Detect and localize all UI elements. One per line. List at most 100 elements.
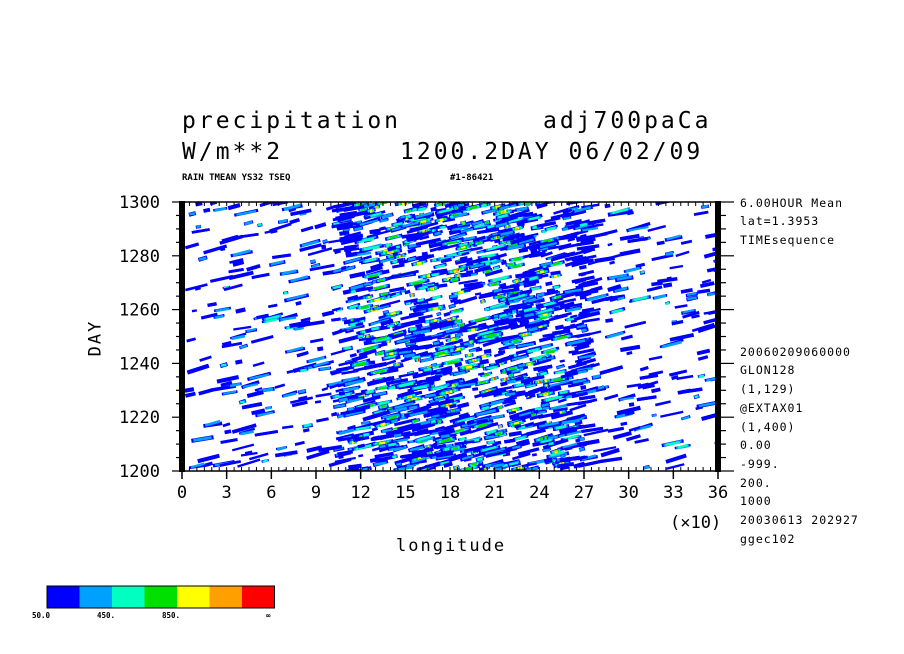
rain-cell — [609, 260, 616, 265]
rain-cell — [578, 264, 587, 270]
rain-cell — [559, 415, 582, 425]
rain-cell — [302, 428, 310, 433]
rain-cell — [391, 454, 398, 459]
rain-cell — [579, 454, 598, 462]
rain-cell — [238, 427, 256, 436]
rain-cell — [655, 400, 671, 407]
rain-cell — [361, 432, 371, 437]
rain-cell — [374, 451, 394, 459]
rain-cell — [628, 402, 635, 407]
rain-cell — [550, 332, 573, 342]
rain-cell — [652, 293, 668, 300]
rain-cell — [378, 444, 397, 453]
rain-cell — [535, 303, 544, 309]
rain-cell — [545, 281, 553, 287]
rain-cell — [560, 371, 579, 379]
rain-cell — [389, 331, 407, 340]
x-tick-label: 21 — [484, 483, 504, 503]
rain-cell — [383, 349, 400, 358]
rain-cell — [410, 417, 421, 424]
rain-cell — [353, 295, 364, 301]
rain-cell — [607, 207, 634, 217]
rain-cell — [365, 266, 383, 274]
rain-cell — [228, 268, 244, 274]
rain-cell — [579, 309, 591, 317]
rain-cell — [290, 208, 312, 217]
rain-cell — [374, 349, 386, 356]
rain-cell — [445, 266, 469, 276]
rain-cell — [503, 232, 525, 241]
rain-cell — [223, 283, 243, 291]
rain-cell — [378, 444, 387, 449]
rain-cell — [550, 410, 574, 420]
rain-cell — [691, 322, 715, 333]
rain-cell — [198, 388, 214, 396]
rain-cell — [510, 322, 530, 330]
rain-cell — [499, 319, 517, 326]
rain-cell — [697, 355, 709, 361]
rain-cell — [552, 424, 570, 432]
rain-cell — [199, 355, 212, 362]
rain-cell — [524, 423, 532, 428]
rain-cell — [520, 374, 545, 384]
rain-cell — [369, 375, 395, 386]
rain-cell — [582, 249, 592, 255]
rain-cell — [508, 430, 522, 437]
rain-cell — [556, 234, 578, 241]
rain-cell — [507, 418, 526, 428]
rain-cell — [310, 263, 321, 268]
rain-cell — [525, 345, 543, 354]
rain-cell — [580, 236, 596, 245]
rain-cell — [493, 208, 514, 216]
rain-cell — [449, 444, 462, 451]
rain-cell — [237, 458, 261, 468]
rain-cell — [618, 393, 636, 402]
rain-cell — [576, 438, 600, 447]
rain-cell — [478, 322, 487, 327]
rain-cell — [595, 229, 618, 238]
rain-cell — [219, 234, 243, 245]
rain-cell — [224, 429, 232, 435]
rain-cell — [517, 447, 540, 456]
rain-cell — [680, 239, 693, 245]
rain-cell — [669, 333, 695, 342]
rain-cell — [340, 237, 362, 246]
rain-cell — [492, 265, 501, 270]
rain-cell — [219, 362, 229, 369]
rain-cell — [252, 361, 265, 367]
rain-cell — [488, 414, 505, 420]
rain-cell — [294, 441, 305, 446]
rain-cell — [562, 286, 584, 295]
rain-cell — [540, 346, 560, 355]
rain-cell — [395, 244, 401, 249]
rain-cell — [343, 204, 367, 212]
rain-cell — [438, 460, 452, 466]
rain-cell — [315, 392, 332, 398]
rain-cell — [544, 216, 561, 224]
rain-cell — [379, 299, 401, 308]
rain-cell — [533, 358, 552, 366]
rain-cell — [522, 311, 537, 318]
rain-cell — [579, 394, 596, 401]
rain-cell — [353, 316, 366, 323]
rain-cell — [331, 329, 342, 336]
rain-cell — [355, 286, 374, 293]
rain-cell — [349, 289, 357, 294]
rain-cell — [360, 257, 380, 265]
rain-cell — [444, 327, 462, 336]
rain-cell — [254, 430, 279, 437]
rain-cell — [439, 237, 465, 247]
rain-cell — [554, 297, 564, 302]
rain-cell — [464, 324, 483, 330]
rain-cell — [619, 233, 640, 241]
rain-cell — [279, 269, 299, 276]
rain-cell — [281, 425, 294, 430]
rain-cell — [576, 359, 583, 365]
rain-cell — [550, 213, 565, 220]
colorbar-swatch — [47, 586, 80, 608]
rain-cell — [484, 363, 501, 371]
rain-cell — [239, 343, 249, 350]
rain-cell — [505, 378, 517, 384]
rain-cell — [435, 411, 461, 419]
rain-cell — [467, 339, 475, 344]
